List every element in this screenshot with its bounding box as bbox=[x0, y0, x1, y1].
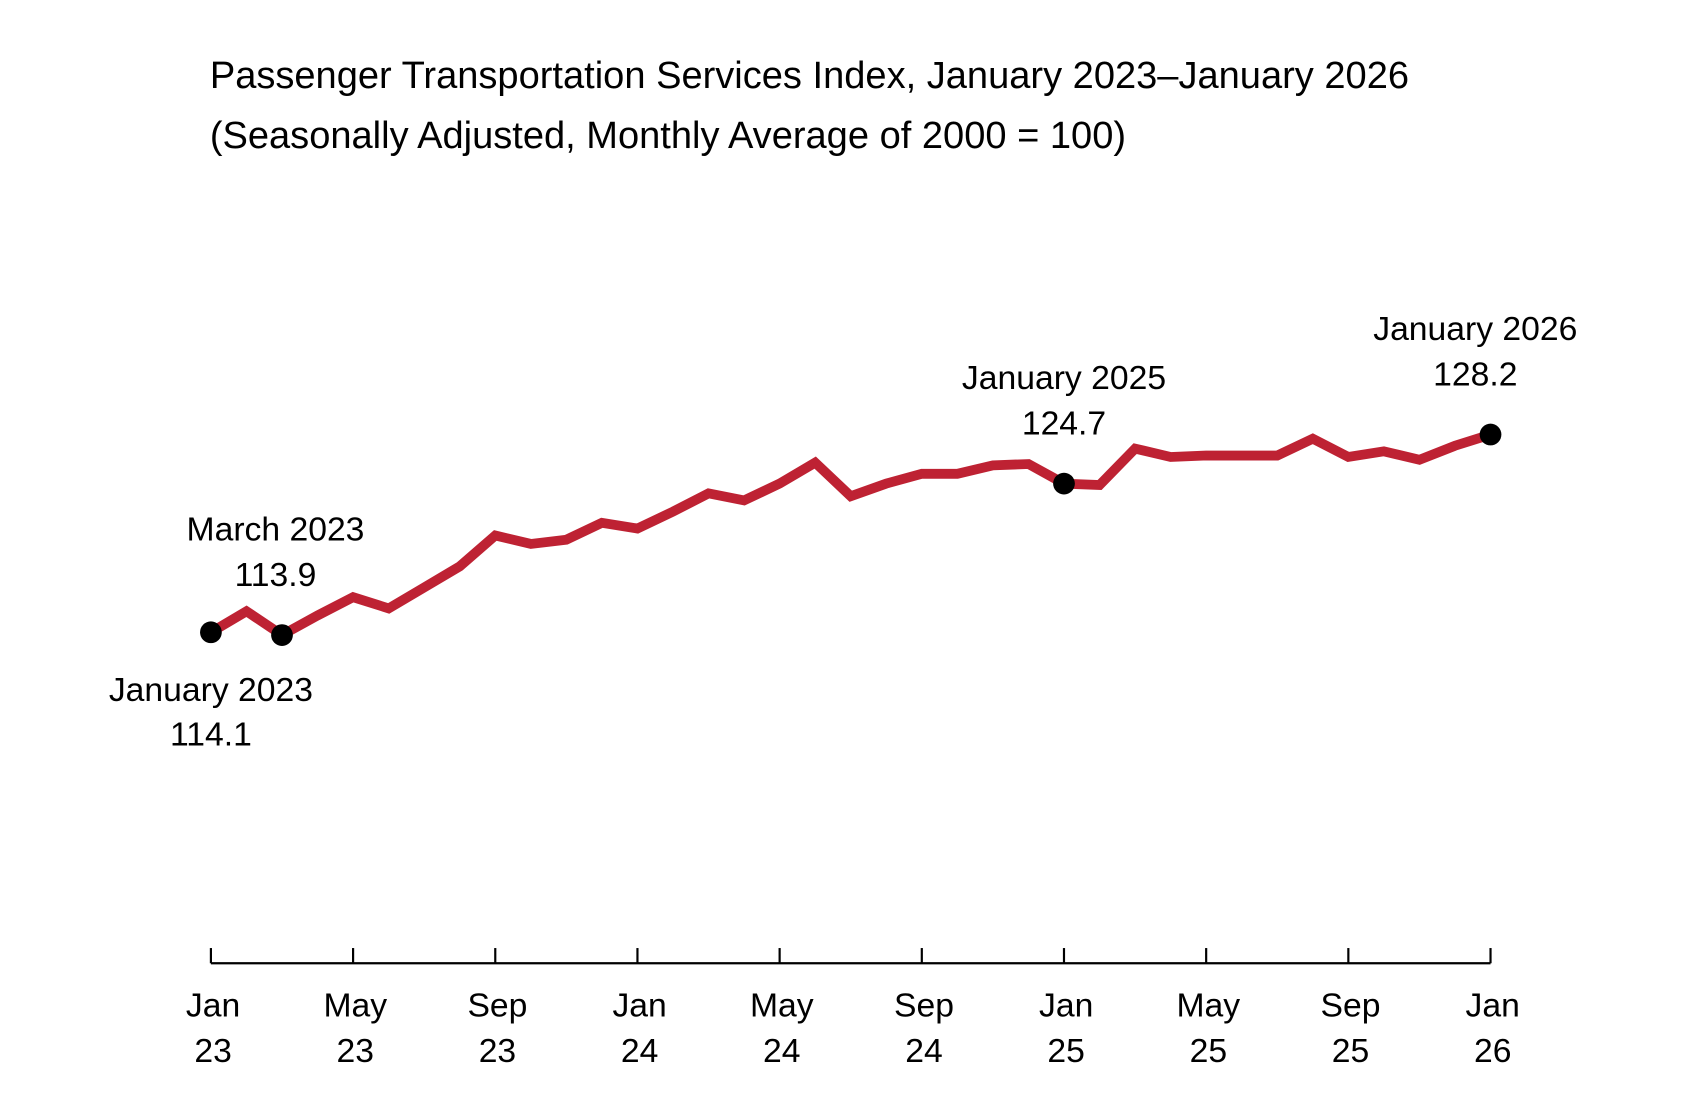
x-tick-label-year: 25 bbox=[1332, 1032, 1369, 1070]
x-tick-label-month: Sep bbox=[894, 987, 954, 1025]
annotation-label: January 2026 bbox=[1373, 310, 1577, 348]
annotation-value: 128.2 bbox=[1433, 356, 1517, 394]
x-tick-label-year: 24 bbox=[621, 1032, 658, 1070]
x-tick-label-year: 24 bbox=[763, 1032, 800, 1070]
x-tick-label-month: May bbox=[750, 987, 814, 1025]
series-path bbox=[208, 429, 1492, 641]
x-tick-label-month: May bbox=[323, 987, 387, 1025]
annotation-value: 113.9 bbox=[235, 556, 317, 594]
x-tick-label-year: 23 bbox=[194, 1032, 231, 1070]
x-tick-label-year: 26 bbox=[1474, 1032, 1511, 1070]
annotations: January 2023 114.1 March 2023 113.9 January … bbox=[109, 310, 1578, 753]
x-tick-label-month: Sep bbox=[467, 987, 527, 1025]
data-point-marker bbox=[1053, 472, 1075, 495]
annotation-value: 114.1 bbox=[170, 715, 252, 753]
x-tick-label-month: Jan bbox=[1039, 987, 1093, 1025]
data-point-marker bbox=[1479, 423, 1502, 446]
x-tick-label-month: Jan bbox=[1466, 987, 1520, 1025]
annotation-value: 124.7 bbox=[1022, 405, 1106, 443]
x-tick-label-month: May bbox=[1177, 987, 1241, 1025]
data-point-marker bbox=[200, 621, 222, 644]
series-line bbox=[208, 429, 1492, 641]
x-tick-label-month: Jan bbox=[186, 987, 240, 1025]
x-tick-label-month: Jan bbox=[612, 987, 666, 1025]
annotation-label: January 2023 bbox=[109, 671, 313, 709]
annotation-label: January 2025 bbox=[962, 359, 1166, 397]
x-tick-label-month: Sep bbox=[1321, 987, 1381, 1025]
x-tick-label-year: 24 bbox=[905, 1032, 942, 1070]
x-tick-label-year: 25 bbox=[1047, 1032, 1084, 1070]
chart-title: Passenger Transportation Services Index,… bbox=[210, 55, 1409, 97]
x-tick-label-year: 23 bbox=[479, 1032, 516, 1070]
chart-subtitle: (Seasonally Adjusted, Monthly Average of… bbox=[210, 115, 1126, 157]
annotation-label: March 2023 bbox=[187, 510, 365, 548]
x-tick-label-year: 23 bbox=[337, 1032, 374, 1070]
x-axis: Jan 23 May 23 Sep 23 Jan 24 May 24 Sep 24 Jan 25 May 25… bbox=[186, 948, 1520, 1070]
data-point-marker bbox=[271, 624, 293, 646]
x-tick-label-year: 25 bbox=[1190, 1032, 1227, 1070]
